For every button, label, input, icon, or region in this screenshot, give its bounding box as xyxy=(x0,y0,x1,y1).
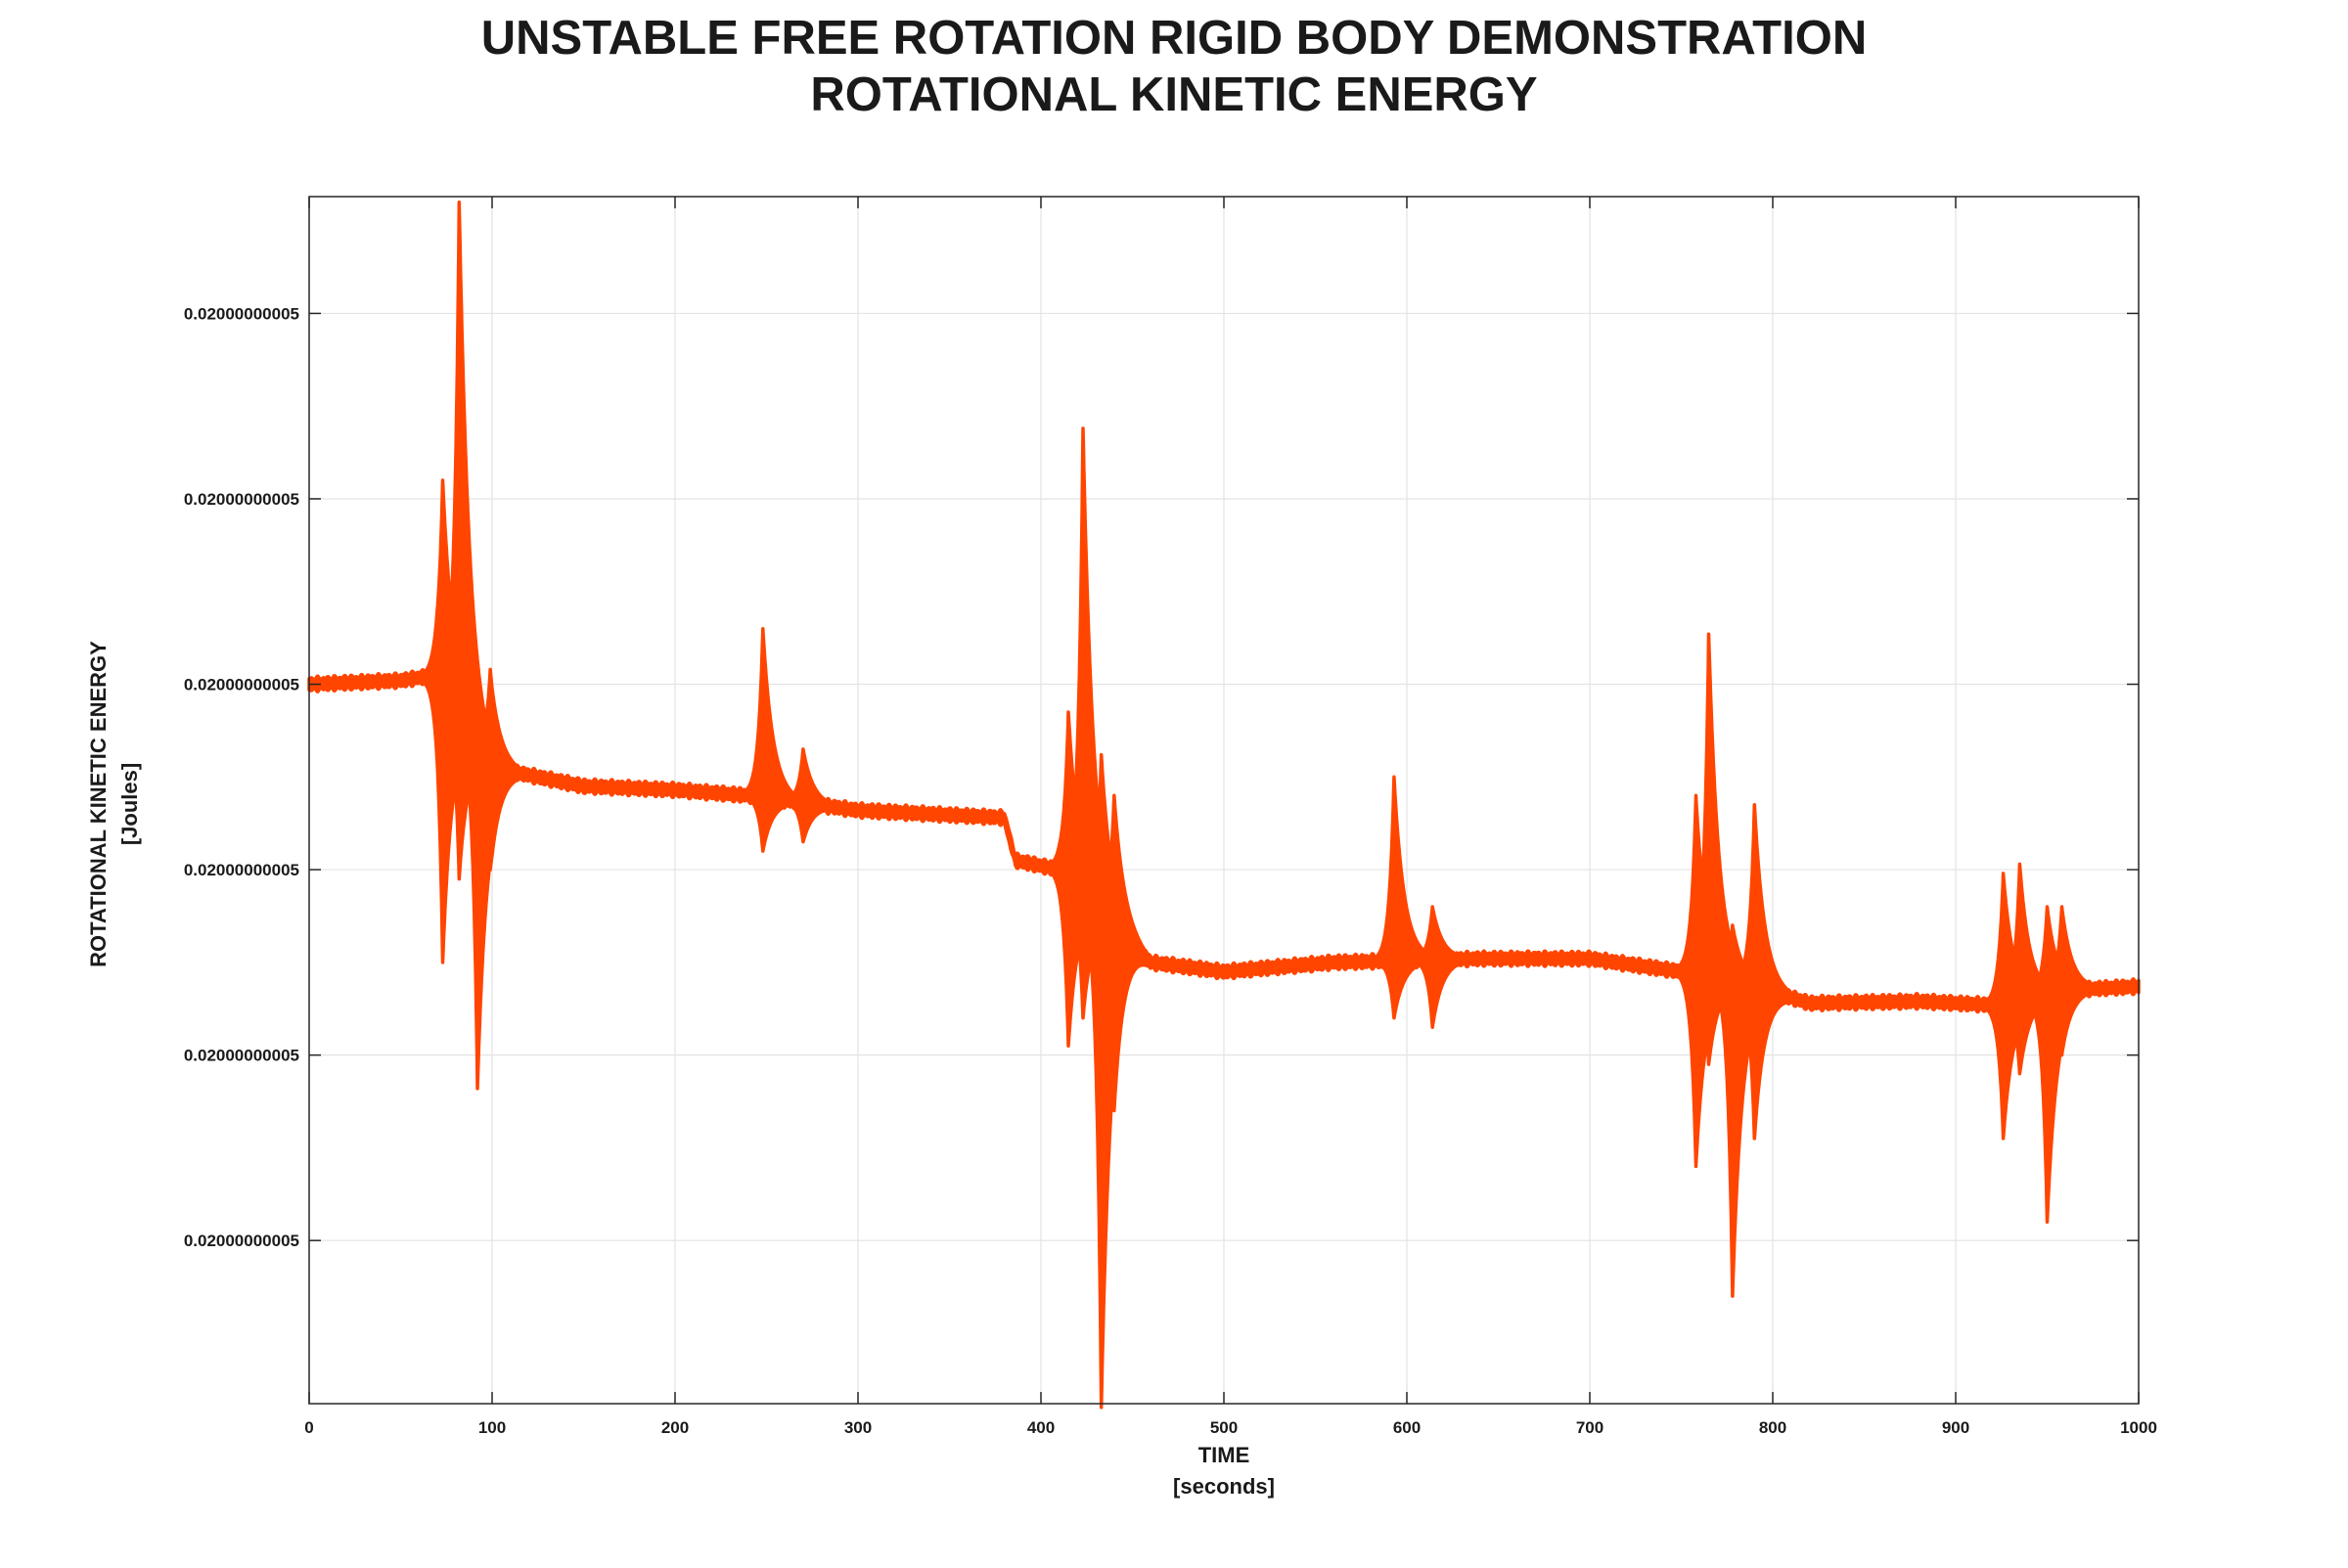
y-tick-label: 0.02000000005 xyxy=(184,490,299,509)
y-tick-labels: 0.02000000005 0.02000000005 0.02000000005 0… xyxy=(184,304,299,1250)
x-tick-label: 600 xyxy=(1393,1418,1421,1437)
x-tick-label: 500 xyxy=(1210,1418,1238,1437)
x-tick-label: 900 xyxy=(1942,1418,1969,1437)
x-tick-labels: 0 100 200 300 400 500 600 700 800 900 1000 xyxy=(304,1418,2157,1437)
chart-title-line-2: ROTATIONAL KINETIC ENERGY xyxy=(810,68,1538,121)
x-tick-label: 800 xyxy=(1759,1418,1786,1437)
x-tick-label: 100 xyxy=(478,1418,506,1437)
y-tick-label: 0.02000000005 xyxy=(184,1047,299,1065)
y-tick-label: 0.02000000005 xyxy=(184,861,299,879)
grid-lines xyxy=(309,197,2139,1404)
x-tick-label: 200 xyxy=(661,1418,689,1437)
x-tick-label: 1000 xyxy=(2120,1418,2157,1437)
x-tick-label: 700 xyxy=(1576,1418,1603,1437)
x-axis-unit: [seconds] xyxy=(1173,1474,1275,1499)
y-axis-unit: [Joules] xyxy=(117,763,142,845)
x-tick-label: 300 xyxy=(844,1418,872,1437)
tick-marks xyxy=(308,197,2140,1404)
y-tick-label: 0.02000000005 xyxy=(184,304,299,323)
x-tick-label: 400 xyxy=(1027,1418,1055,1437)
y-tick-label: 0.02000000005 xyxy=(184,676,299,694)
x-axis-label: TIME xyxy=(1198,1443,1250,1467)
chart-title-line-1: UNSTABLE FREE ROTATION RIGID BODY DEMONS… xyxy=(480,12,1868,65)
y-tick-label: 0.02000000005 xyxy=(184,1232,299,1250)
chart-title: UNSTABLE FREE ROTATION RIGID BODY DEMONS… xyxy=(0,10,2348,123)
y-axis-label: ROTATIONAL KINETIC ENERGY xyxy=(86,641,111,967)
x-tick-label: 0 xyxy=(304,1418,313,1437)
